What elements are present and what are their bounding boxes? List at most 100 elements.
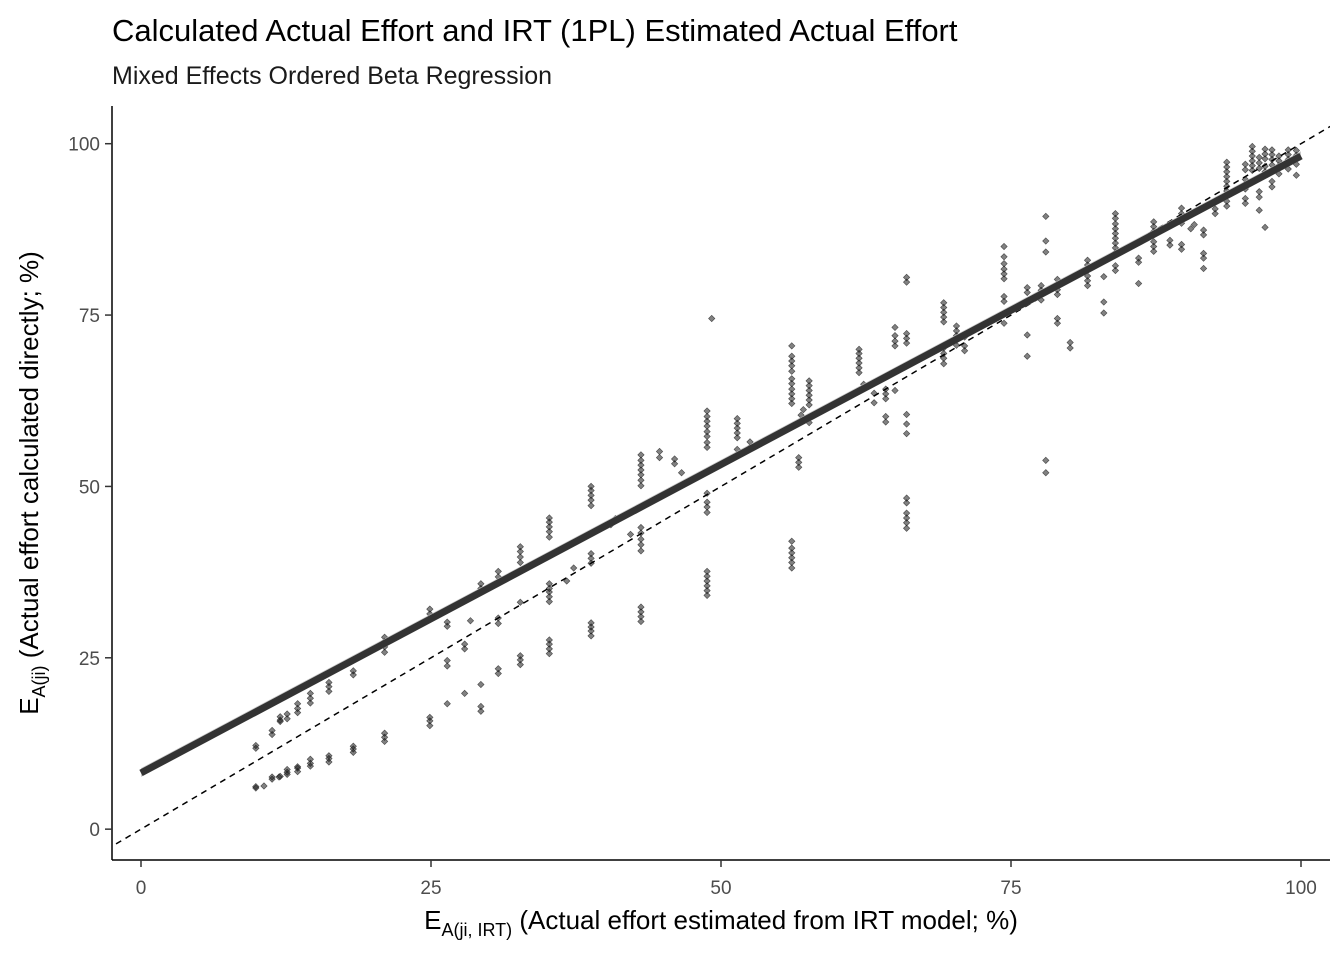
data-point [855,349,863,358]
data-point [587,554,595,563]
data-point [1042,469,1050,477]
data-point [325,682,333,691]
data-point [443,700,451,708]
data-point [1241,199,1249,207]
data-point [940,318,948,326]
data-point [1248,152,1256,160]
data-point [805,386,813,395]
data-point [805,382,813,390]
data-point [855,359,863,367]
data-point [1248,157,1256,165]
data-point [563,577,571,585]
data-point [1241,160,1249,168]
data-point [1111,229,1120,238]
data-point [703,577,711,585]
data-point [703,407,711,415]
data-point [626,530,635,539]
data-point [637,451,645,459]
data-point [902,273,911,281]
data-point [1223,158,1231,166]
data-point [1223,168,1231,176]
data-point [380,733,389,741]
data-point [788,549,796,557]
data-point [443,618,451,626]
data-point [1248,142,1256,151]
x-tick-label: 100 [1285,878,1317,899]
data-point [855,364,863,372]
data-point [703,498,711,506]
data-point [283,765,291,774]
data-point [952,327,961,335]
data-point [545,533,553,541]
data-point [637,461,645,469]
data-point [902,499,911,507]
data-point [788,357,796,365]
data-point [293,709,302,717]
data-point [545,636,553,644]
data-point [1261,223,1269,231]
y-tick-label: 75 [79,306,100,327]
data-point [268,726,276,735]
data-point [637,482,645,490]
x-tick-label: 0 [136,878,147,899]
chart-subtitle: Mixed Effects Ordered Beta Regression [112,62,552,90]
data-point [545,528,553,536]
y-tick-label: 100 [68,135,100,156]
data-point [902,329,911,338]
x-axis-title-main: E [424,905,441,935]
data-point [733,419,741,427]
data-point [891,386,899,395]
data-point [283,715,291,723]
data-point [545,650,553,658]
data-point [1187,225,1195,233]
data-point [426,605,434,613]
data-point [795,458,803,467]
data-point [902,514,911,522]
data-point [1053,290,1062,299]
identity-reference-line [112,125,1330,848]
data-point [788,375,796,383]
data-point [902,420,911,428]
data-point [1268,183,1276,191]
data-point [637,466,645,474]
data-point [545,645,553,653]
data-point [349,667,357,675]
data-point [252,744,260,752]
data-point [1023,352,1031,360]
data-point [882,418,890,426]
data-point [349,671,357,679]
data-point [1053,319,1062,327]
data-point [1100,309,1108,317]
data-point [902,519,911,527]
data-point [891,332,899,340]
data-point [587,482,595,491]
data-point [461,689,469,698]
x-axis-title: EA(ji, IRT) (Actual effort estimated fro… [424,905,1018,940]
data-point [703,586,711,595]
data-point [1000,297,1008,305]
data-point [855,345,863,353]
data-point [516,652,524,660]
data-point [788,399,796,408]
data-point [587,501,595,510]
data-point [708,314,716,323]
data-point [703,508,711,517]
data-point [252,783,260,791]
data-point [1255,153,1263,162]
data-point [1000,275,1008,283]
data-point [902,339,911,347]
data-point [902,430,911,438]
data-point [293,704,302,713]
data-point [268,730,276,739]
data-point [494,619,502,628]
data-point [940,308,948,316]
data-point [1223,163,1231,171]
data-point [1223,202,1231,210]
data-point [516,598,524,606]
data-point [260,782,268,790]
data-point [587,632,595,640]
y-axis-title-main: E [14,697,44,714]
data-point [788,537,796,545]
data-point [637,476,645,484]
data-point [1023,288,1031,297]
